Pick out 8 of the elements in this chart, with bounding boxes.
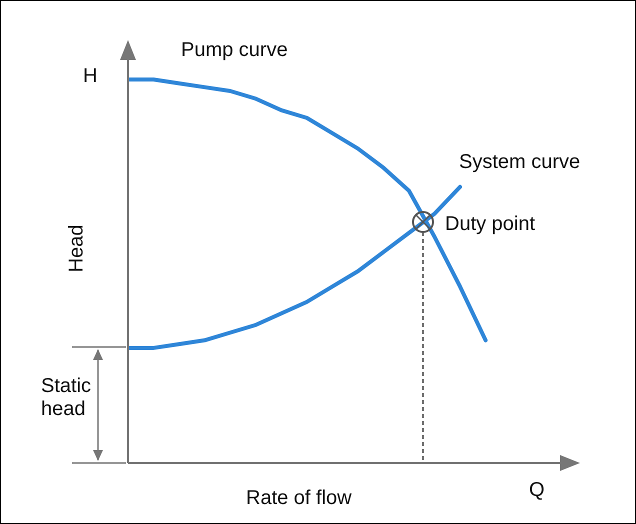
y-axis-title: Head — [65, 224, 88, 272]
x-axis-title: Rate of flow — [246, 487, 352, 510]
text: H — [83, 65, 98, 88]
series-label: Pump curve — [181, 39, 288, 62]
series-label: System curve — [459, 151, 580, 174]
text: Static head — [41, 375, 92, 421]
annotation: Duty point — [445, 213, 536, 236]
text: Q — [529, 479, 546, 502]
